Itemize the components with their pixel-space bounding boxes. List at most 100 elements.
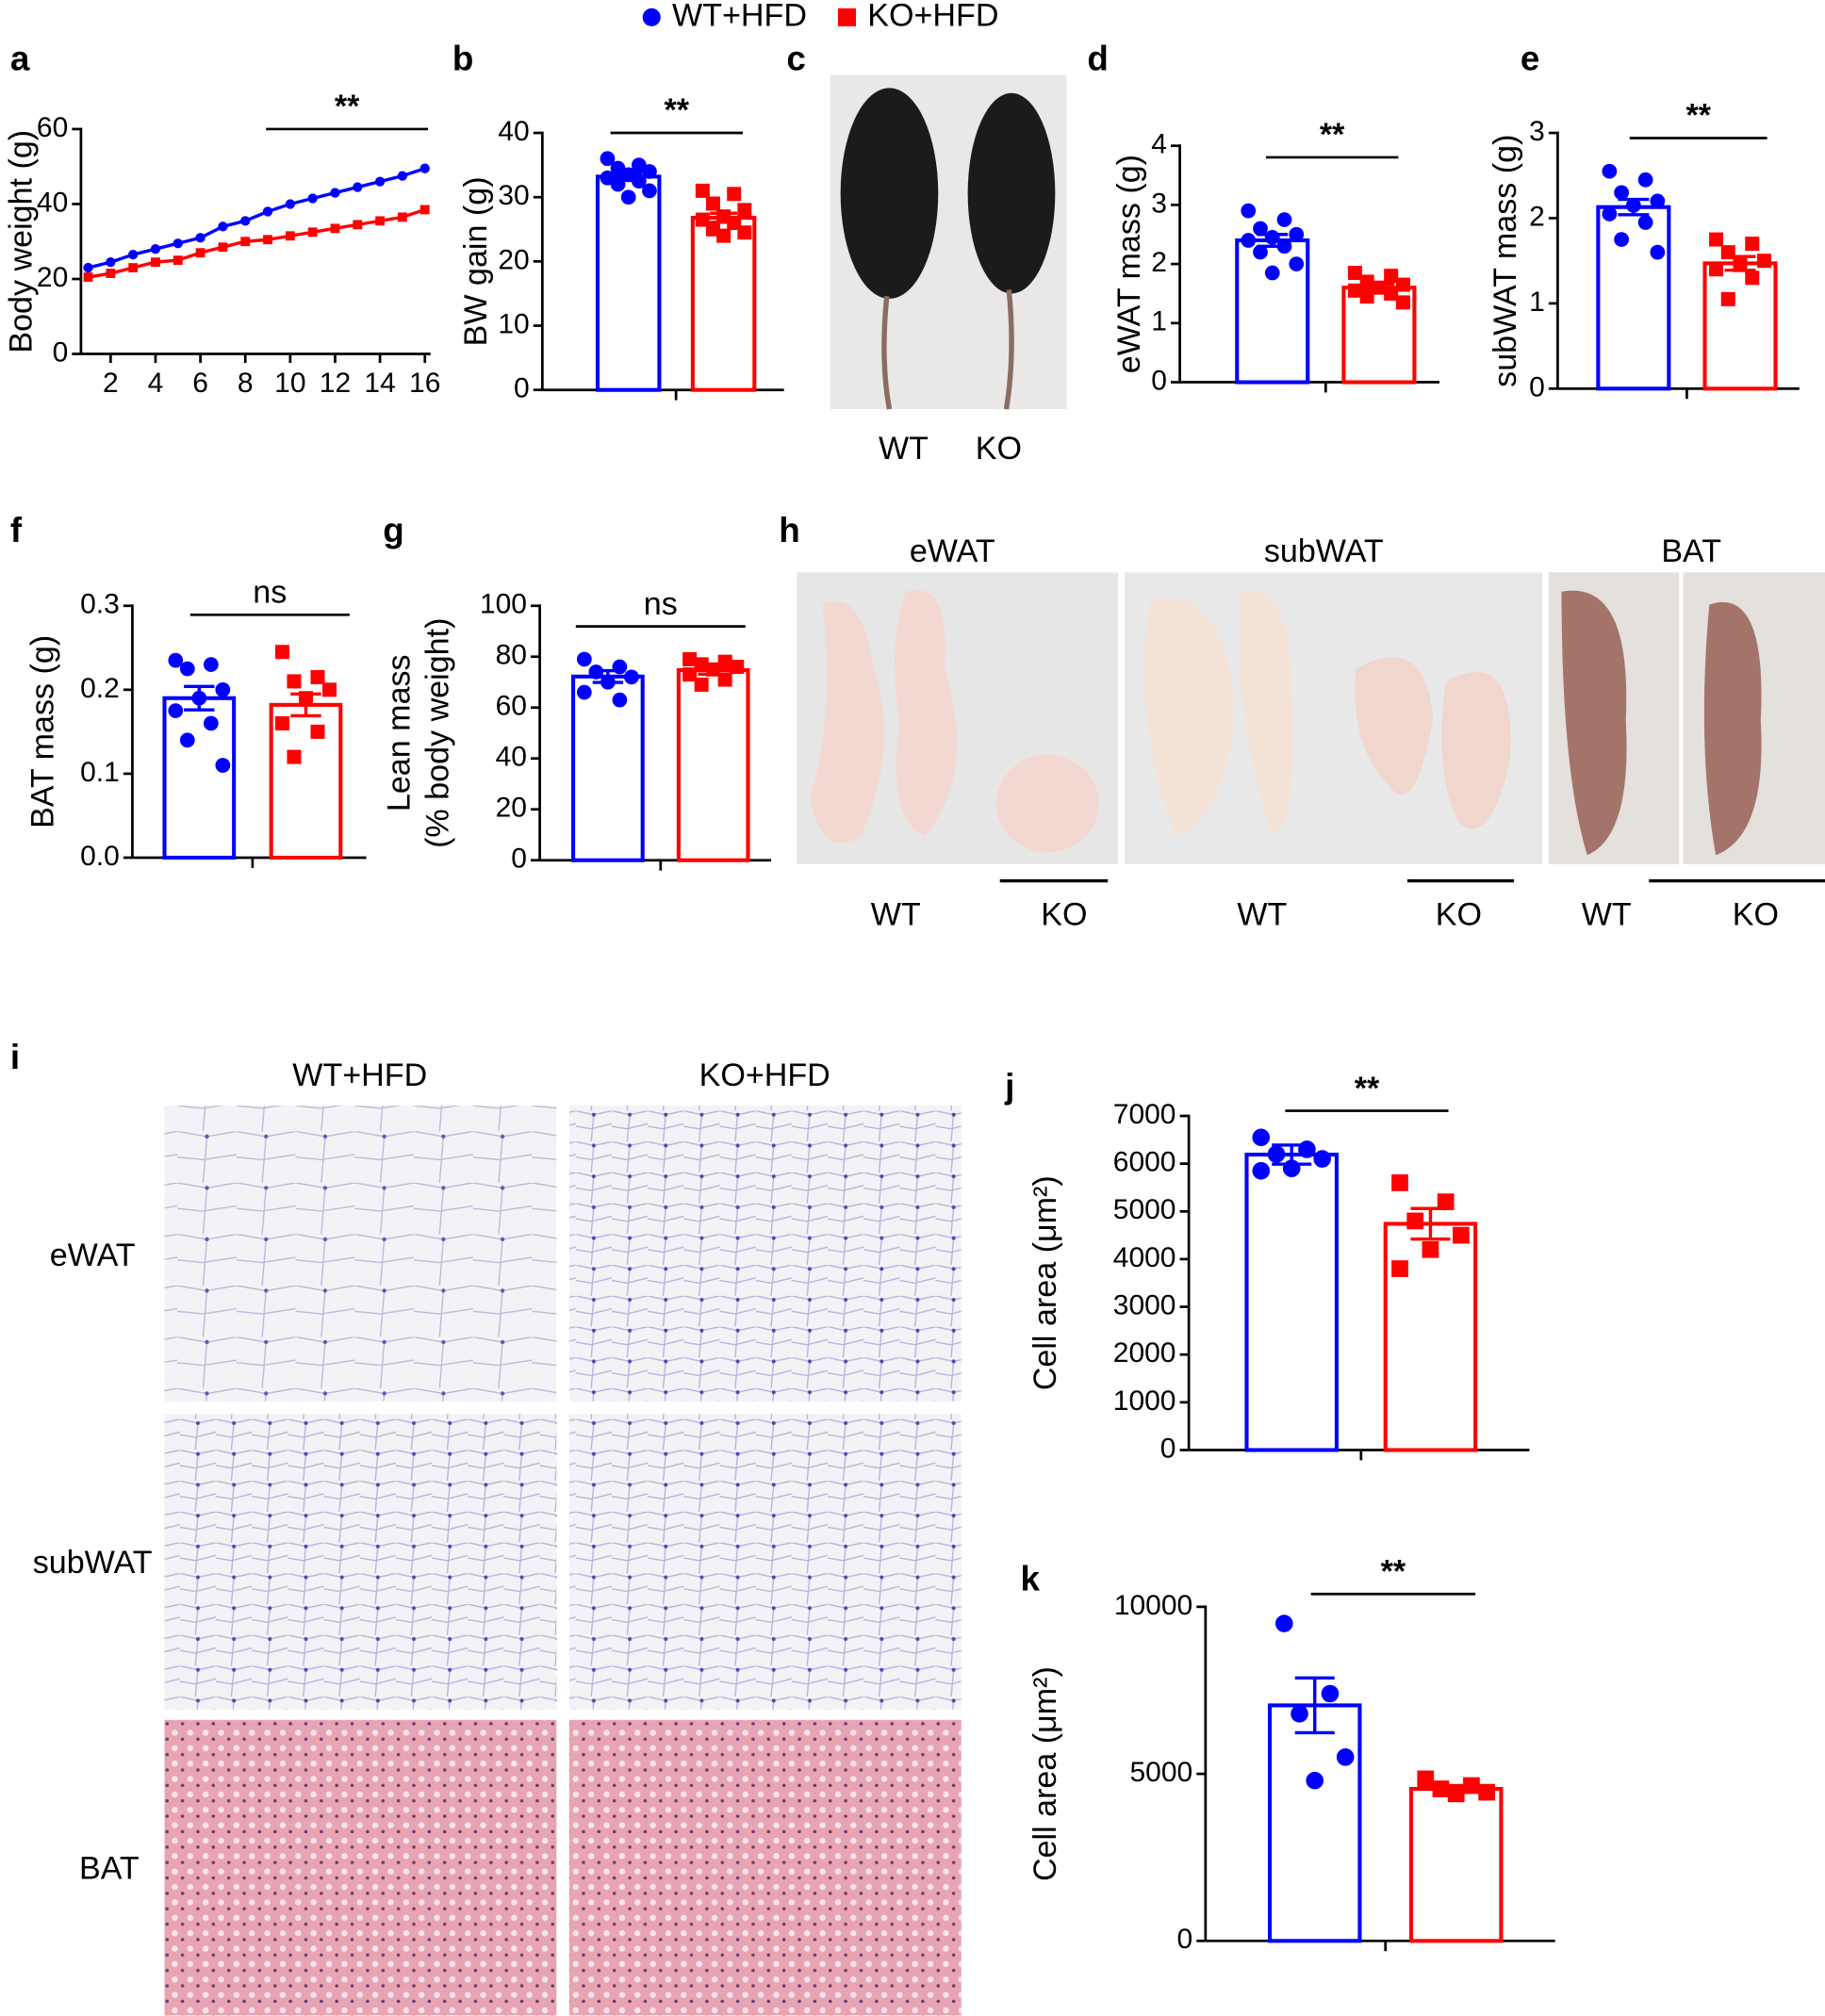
- data-point: [419, 205, 430, 215]
- data-point: [1282, 1159, 1301, 1178]
- legend-label: KO+HFD: [867, 0, 998, 33]
- data-point: [1395, 277, 1410, 292]
- photo-label: KO: [1733, 897, 1779, 933]
- y-tick-label: 40: [496, 742, 527, 773]
- y-tick-label: 7000: [1113, 1099, 1176, 1130]
- y-axis-label: Cell area (μm²): [1028, 1666, 1063, 1881]
- data-point: [1625, 198, 1641, 213]
- photo-tail: [881, 289, 1014, 410]
- y-tick-label: 5000: [1129, 1757, 1192, 1788]
- legend-marker: [642, 8, 661, 26]
- data-point: [1267, 1145, 1286, 1163]
- histology-image: [164, 1719, 557, 2016]
- photo-label: KO: [1041, 897, 1087, 933]
- row-label: eWAT: [50, 1237, 136, 1273]
- data-point: [322, 682, 337, 697]
- data-point: [274, 645, 289, 660]
- data-point: [398, 212, 407, 222]
- y-tick-label: 1: [1529, 287, 1545, 318]
- y-tick-label: 40: [37, 187, 68, 218]
- legend-marker: [837, 8, 857, 26]
- data-point: [682, 651, 698, 666]
- data-point: [1359, 274, 1374, 289]
- data-point: [1321, 1684, 1340, 1703]
- data-point: [1709, 262, 1724, 277]
- data-point: [307, 227, 318, 238]
- bar: [1244, 1152, 1339, 1452]
- data-point: [287, 749, 302, 764]
- photo-label: KO: [1436, 897, 1482, 933]
- data-point: [173, 255, 183, 266]
- y-tick-label: 20: [496, 793, 527, 824]
- data-point: [1447, 1785, 1465, 1803]
- y-tick-label: 2: [1151, 247, 1167, 278]
- data-point: [1298, 1140, 1316, 1158]
- significance-label: **: [1355, 1071, 1380, 1106]
- data-point: [330, 188, 340, 198]
- histology-image: [568, 1719, 962, 2016]
- photo-title: subWAT: [1264, 533, 1384, 569]
- data-point: [173, 238, 183, 249]
- photo-label: WT: [871, 897, 921, 933]
- data-point: [285, 231, 295, 241]
- histology-image: [164, 1414, 557, 1710]
- data-point: [1347, 283, 1362, 298]
- data-point: [1274, 1614, 1293, 1632]
- data-point: [1336, 1748, 1355, 1766]
- error-bar: [1294, 1676, 1335, 1735]
- data-point: [727, 187, 742, 202]
- data-point: [419, 163, 430, 173]
- data-point: [330, 223, 340, 234]
- y-tick-label: 100: [480, 589, 527, 620]
- y-axis-label: Lean mass: [381, 654, 417, 811]
- data-point: [642, 164, 657, 179]
- panel-letter: b: [452, 39, 473, 77]
- y-tick-label: 6000: [1113, 1147, 1176, 1178]
- bar: [1267, 1703, 1362, 1943]
- data-point: [1406, 1212, 1424, 1230]
- data-point: [375, 216, 386, 226]
- data-point: [600, 151, 616, 167]
- data-point: [1709, 232, 1724, 247]
- data-point: [1264, 230, 1280, 245]
- y-tick-label: 0.1: [80, 757, 120, 788]
- data-point: [1289, 256, 1305, 271]
- y-tick-label: 1: [1151, 306, 1167, 337]
- data-point: [716, 228, 732, 243]
- y-tick-label: 4: [1151, 129, 1167, 160]
- data-point: [353, 220, 363, 230]
- y-tick-label: 2: [1529, 201, 1545, 232]
- data-point: [203, 715, 219, 731]
- significance-label: **: [665, 92, 690, 128]
- y-tick-label: 30: [498, 180, 529, 211]
- data-point: [83, 262, 93, 273]
- y-axis-label: BAT mass (g): [25, 635, 61, 828]
- photo-mouse: [967, 92, 1056, 294]
- bar: [676, 668, 750, 862]
- photo-title: BAT: [1661, 533, 1721, 569]
- y-axis-label: Body weight (g): [4, 130, 40, 353]
- data-point: [215, 758, 231, 773]
- x-tick-label: 14: [364, 368, 395, 399]
- data-point: [195, 248, 206, 258]
- data-point: [1422, 1240, 1439, 1258]
- y-axis-label: subWAT mass (g): [1488, 135, 1523, 387]
- column-title: KO+HFD: [699, 1057, 830, 1093]
- data-point: [168, 703, 184, 718]
- y-axis-label: BW gain (g): [458, 176, 494, 346]
- y-tick-label: 3000: [1113, 1290, 1176, 1321]
- photo-label: KO: [976, 431, 1022, 467]
- panel-letter: j: [1004, 1067, 1014, 1106]
- significance-label: **: [1685, 98, 1711, 134]
- data-point: [642, 183, 657, 199]
- column-title: WT+HFD: [292, 1057, 427, 1093]
- data-point: [1745, 270, 1760, 286]
- data-line: [88, 207, 426, 279]
- data-point: [1241, 233, 1257, 248]
- x-tick-label: 2: [103, 368, 119, 399]
- data-point: [1276, 212, 1292, 227]
- y-tick-label: 10: [498, 308, 529, 339]
- data-point: [1384, 269, 1399, 284]
- data-point: [1252, 1161, 1271, 1180]
